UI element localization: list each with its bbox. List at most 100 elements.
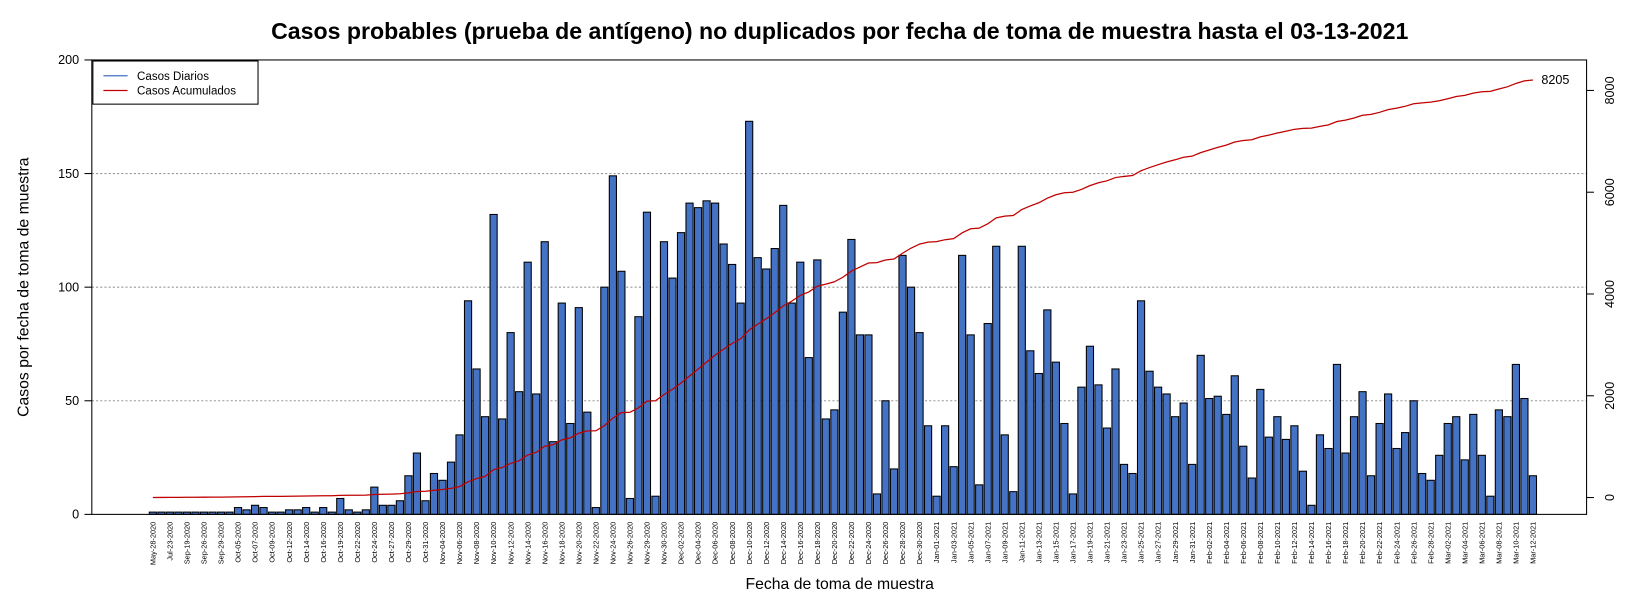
x-tick-label: Oct-12-2020 bbox=[285, 522, 294, 563]
x-tick-label: Jan-11-2021 bbox=[1017, 522, 1026, 563]
bar bbox=[659, 241, 669, 515]
x-tick-label: Jan-19-2021 bbox=[1086, 522, 1095, 563]
bar bbox=[651, 495, 660, 515]
x-tick-label: Jan-05-2021 bbox=[966, 522, 975, 563]
line bbox=[152, 79, 1533, 499]
bar bbox=[1188, 463, 1197, 515]
bar bbox=[949, 466, 958, 515]
x-tick-label: Oct-14-2020 bbox=[302, 522, 311, 563]
bar bbox=[770, 248, 779, 515]
bar bbox=[1324, 447, 1333, 515]
x-tick-label: Jan-25-2021 bbox=[1137, 522, 1146, 563]
bar bbox=[736, 302, 745, 515]
bar bbox=[242, 509, 251, 515]
bar bbox=[685, 202, 694, 515]
bar bbox=[719, 243, 728, 515]
bar bbox=[1349, 416, 1359, 515]
bar bbox=[906, 286, 916, 515]
bar bbox=[583, 411, 592, 515]
bar bbox=[992, 245, 1001, 515]
bar bbox=[557, 302, 566, 515]
bar bbox=[506, 332, 515, 515]
bar bbox=[1315, 434, 1325, 515]
bar bbox=[1085, 345, 1095, 515]
y2-tick-label: 4000 bbox=[1603, 280, 1617, 308]
bar bbox=[302, 507, 311, 515]
bar bbox=[1102, 427, 1112, 515]
x-tick-label: Mar-12-2021 bbox=[1529, 522, 1538, 564]
y-tick-label: 150 bbox=[58, 167, 79, 181]
bar bbox=[958, 254, 967, 515]
x-tick-label: Nov-06-2020 bbox=[455, 522, 464, 565]
bar bbox=[608, 175, 617, 515]
bar bbox=[429, 472, 439, 515]
bar bbox=[855, 334, 865, 515]
bar bbox=[898, 254, 907, 515]
bar bbox=[796, 261, 805, 515]
bar bbox=[1520, 397, 1529, 515]
bar bbox=[319, 507, 328, 515]
x-tick-label: Feb-14-2021 bbox=[1307, 522, 1316, 564]
x-tick-label: Oct-16-2020 bbox=[319, 522, 328, 563]
x-tick-label: Mar-06-2021 bbox=[1477, 522, 1486, 564]
bar bbox=[779, 204, 788, 515]
x-tick-label: Dec-30-2020 bbox=[915, 522, 924, 565]
bar bbox=[370, 486, 379, 515]
x-tick-label: Nov-22-2020 bbox=[591, 522, 600, 565]
bar bbox=[915, 332, 924, 515]
x-tick-label: Nov-18-2020 bbox=[557, 522, 566, 565]
bar bbox=[617, 270, 626, 515]
bar bbox=[1213, 395, 1222, 515]
bar bbox=[787, 302, 796, 515]
x-tick-label: Oct-29-2020 bbox=[404, 522, 413, 563]
x-tick-label: Mar-02-2021 bbox=[1443, 522, 1452, 564]
x-tick-label: Nov-29-2020 bbox=[643, 522, 652, 565]
bar bbox=[1332, 363, 1342, 515]
x-tick-label: Nov-26-2020 bbox=[626, 522, 635, 565]
bar bbox=[745, 120, 754, 515]
bar bbox=[702, 200, 711, 515]
x-tick-label: Dec-06-2020 bbox=[711, 522, 720, 565]
bar bbox=[1111, 368, 1120, 515]
x-tick-label: Sep-29-2020 bbox=[217, 522, 226, 565]
bar bbox=[404, 475, 413, 515]
bar bbox=[753, 257, 762, 515]
y-tick-label: 200 bbox=[58, 53, 79, 67]
bar bbox=[625, 497, 635, 515]
bar bbox=[1477, 454, 1486, 515]
bar bbox=[515, 391, 524, 515]
bar bbox=[540, 241, 549, 515]
bar bbox=[881, 400, 890, 515]
x-tick-label: Jan-31-2021 bbox=[1188, 522, 1197, 563]
bar bbox=[259, 507, 268, 515]
bar bbox=[1426, 479, 1435, 515]
bar bbox=[1145, 370, 1154, 515]
bar bbox=[1017, 245, 1026, 515]
bar bbox=[668, 277, 677, 515]
end-value-label: 8205 bbox=[1541, 73, 1569, 87]
x-tick-label: Feb-22-2021 bbox=[1375, 522, 1384, 564]
bar bbox=[1179, 402, 1188, 515]
bar bbox=[1366, 475, 1376, 515]
y2-tick-label: 0 bbox=[1603, 494, 1617, 501]
y-tick-label: 0 bbox=[72, 508, 79, 522]
bar bbox=[378, 504, 387, 515]
bar bbox=[676, 232, 686, 515]
x-tick-label: Oct-31-2020 bbox=[421, 522, 430, 563]
x-tick-label: Feb-24-2021 bbox=[1392, 522, 1401, 564]
bar bbox=[923, 425, 933, 515]
bar bbox=[1384, 393, 1393, 515]
x-tick-label: Feb-10-2021 bbox=[1273, 522, 1282, 564]
x-tick-label: Feb-08-2021 bbox=[1256, 522, 1265, 564]
x-tick-label: Jan-03-2021 bbox=[949, 522, 958, 563]
bar bbox=[1409, 400, 1418, 515]
bar bbox=[395, 500, 404, 515]
x-tick-label: Dec-14-2020 bbox=[779, 522, 788, 565]
x-tick-label: Nov-12-2020 bbox=[506, 522, 515, 565]
bar bbox=[233, 507, 243, 515]
bar bbox=[1341, 452, 1350, 515]
legend-label: Casos Acumulados bbox=[137, 86, 236, 98]
bar bbox=[387, 504, 396, 515]
bar bbox=[1375, 422, 1384, 515]
x-tick-label: Mar-04-2021 bbox=[1460, 522, 1469, 564]
